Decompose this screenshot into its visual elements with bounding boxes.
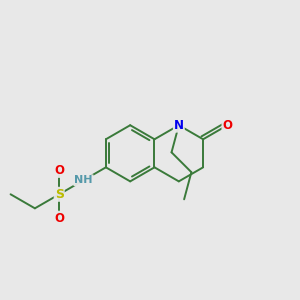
Text: N: N bbox=[174, 119, 184, 132]
Text: O: O bbox=[54, 212, 64, 225]
Text: NH: NH bbox=[74, 175, 93, 185]
Text: S: S bbox=[55, 188, 64, 201]
Text: O: O bbox=[54, 164, 64, 177]
Text: O: O bbox=[222, 119, 233, 132]
